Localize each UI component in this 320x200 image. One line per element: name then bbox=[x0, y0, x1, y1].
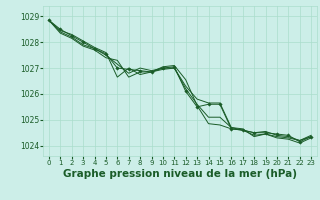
X-axis label: Graphe pression niveau de la mer (hPa): Graphe pression niveau de la mer (hPa) bbox=[63, 169, 297, 179]
